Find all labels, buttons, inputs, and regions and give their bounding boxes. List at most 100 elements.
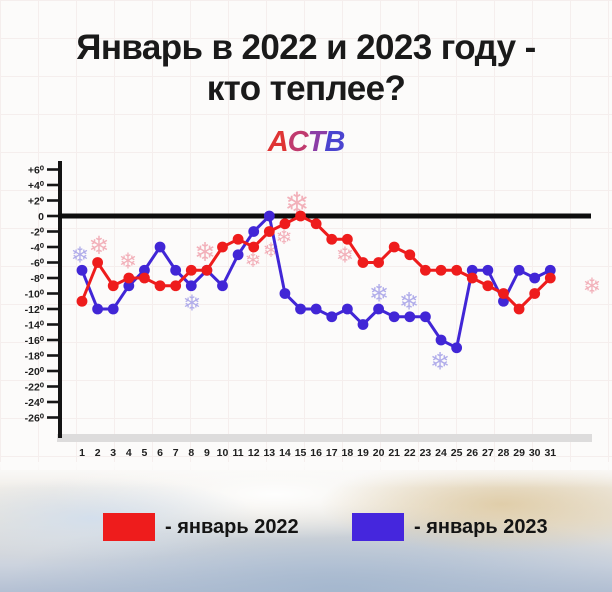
x-tick-label: 21 bbox=[388, 447, 400, 459]
y-tick-label: -8⁰ bbox=[30, 273, 44, 285]
x-tick-label: 5 bbox=[142, 447, 148, 459]
data-point-day-7 bbox=[170, 264, 182, 276]
x-tick-label: 20 bbox=[373, 447, 385, 459]
data-point-day-19 bbox=[357, 319, 369, 330]
x-tick-label: 19 bbox=[357, 447, 369, 459]
x-tick-label: 18 bbox=[342, 447, 354, 459]
y-tick-label: -10⁰ bbox=[25, 288, 45, 300]
data-point-day-21 bbox=[388, 311, 400, 323]
data-point-day-4 bbox=[123, 272, 135, 284]
y-tick-label: -26⁰ bbox=[25, 412, 45, 424]
x-tick-label: 2 bbox=[95, 447, 101, 459]
x-tick-label: 31 bbox=[544, 447, 556, 459]
data-point-day-12 bbox=[248, 241, 260, 253]
data-point-day-10 bbox=[217, 241, 228, 253]
page-title: Январь в 2022 и 2023 году - кто теплее? bbox=[0, 28, 612, 110]
x-axis: 1 2 3 4 5 6 7 8 9 10 11 12 13 14 15 16 17 18 19 20 21 22 23 24 2… bbox=[79, 447, 556, 459]
data-point-day-1 bbox=[76, 295, 88, 307]
data-point-day-29 bbox=[513, 264, 525, 276]
data-point-day-28 bbox=[498, 288, 509, 299]
legend-swatch-2022 bbox=[103, 513, 155, 541]
astv-logo-letter: С bbox=[287, 126, 309, 158]
astv-logo: АСТВ bbox=[0, 126, 612, 159]
data-point-day-13 bbox=[263, 210, 275, 222]
x-tick-label: 16 bbox=[310, 447, 322, 459]
data-point-day-3 bbox=[107, 303, 119, 315]
data-point-day-17 bbox=[326, 233, 338, 245]
data-point-day-11 bbox=[232, 233, 244, 245]
y-tick-label: -4⁰ bbox=[30, 242, 44, 254]
page-title-line2: кто теплее? bbox=[206, 68, 406, 108]
data-point-day-20 bbox=[373, 303, 384, 315]
snowflake-icon: ❄ bbox=[399, 289, 419, 316]
x-tick-label: 28 bbox=[498, 447, 510, 459]
data-point-day-25 bbox=[451, 342, 463, 354]
data-point-day-29 bbox=[513, 303, 525, 315]
data-point-day-2 bbox=[92, 303, 104, 315]
data-point-day-28 bbox=[498, 295, 509, 307]
y-tick-label: -14⁰ bbox=[25, 319, 45, 331]
y-axis: +6⁰ +4⁰ +2⁰ 0 -2⁰ -4⁰ -6⁰ -8⁰ -10⁰ -12⁰ -14⁰ -16⁰ -1… bbox=[25, 164, 60, 424]
y-tick-label: -18⁰ bbox=[25, 350, 45, 362]
data-point-day-13 bbox=[263, 226, 275, 237]
data-point-day-24 bbox=[435, 264, 447, 276]
snowflake-icon: ❄ bbox=[119, 249, 137, 274]
x-tick-label: 14 bbox=[279, 447, 291, 459]
data-point-day-5 bbox=[139, 272, 150, 284]
photo-fade bbox=[0, 462, 612, 488]
data-point-day-17 bbox=[326, 311, 338, 323]
data-point-day-5 bbox=[139, 264, 150, 276]
data-point-day-31 bbox=[544, 264, 556, 276]
x-axis-band bbox=[57, 434, 592, 442]
snowflake-icon: ❄ bbox=[336, 243, 354, 268]
legend-item-2023: - январь 2023 bbox=[352, 512, 548, 542]
y-tick-label: -24⁰ bbox=[25, 397, 45, 409]
x-tick-label: 1 bbox=[79, 447, 85, 459]
data-point-day-22 bbox=[404, 249, 416, 261]
x-tick-label: 24 bbox=[435, 447, 447, 459]
x-tick-label: 7 bbox=[173, 447, 179, 459]
data-point-day-27 bbox=[482, 280, 494, 292]
x-tick-label: 22 bbox=[404, 447, 416, 459]
x-tick-label: 25 bbox=[451, 447, 463, 459]
x-tick-label: 17 bbox=[326, 447, 338, 459]
data-point-day-10 bbox=[217, 280, 228, 292]
x-tick-label: 15 bbox=[295, 447, 307, 459]
data-point-day-19 bbox=[357, 257, 369, 268]
y-tick-label: -6⁰ bbox=[30, 257, 44, 269]
y-tick-label: -22⁰ bbox=[25, 381, 45, 393]
y-tick-label: +4⁰ bbox=[28, 180, 45, 192]
data-point-day-15 bbox=[295, 303, 306, 315]
y-tick-label: -20⁰ bbox=[25, 366, 45, 378]
data-point-day-23 bbox=[420, 311, 431, 323]
astv-logo-letter: В bbox=[324, 126, 345, 158]
legend-item-2022: - январь 2022 bbox=[103, 512, 299, 542]
data-point-day-22 bbox=[404, 311, 416, 323]
x-tick-label: 23 bbox=[420, 447, 432, 459]
data-point-day-2 bbox=[92, 257, 104, 268]
data-point-day-16 bbox=[310, 218, 322, 230]
data-point-day-8 bbox=[185, 280, 197, 292]
data-point-day-12 bbox=[248, 226, 260, 237]
data-point-day-15 bbox=[295, 210, 306, 222]
snowflake-icon: ❄ bbox=[71, 243, 89, 268]
x-tick-label: 13 bbox=[263, 447, 275, 459]
x-tick-label: 12 bbox=[248, 447, 260, 459]
legend-swatch-2023 bbox=[352, 513, 404, 541]
astv-logo-letter: Т bbox=[307, 126, 326, 158]
data-point-day-6 bbox=[154, 280, 166, 292]
chart-legend: - январь 2022 - январь 2023 bbox=[0, 512, 612, 546]
data-point-day-25 bbox=[451, 264, 463, 276]
x-tick-label: 26 bbox=[466, 447, 478, 459]
data-point-day-14 bbox=[279, 288, 291, 299]
astv-logo-letter: А bbox=[267, 126, 289, 158]
x-tick-label: 29 bbox=[513, 447, 525, 459]
y-tick-label: -2⁰ bbox=[30, 226, 44, 238]
y-tick-label: +2⁰ bbox=[28, 195, 45, 207]
data-point-day-30 bbox=[529, 288, 541, 299]
x-tick-label: 30 bbox=[529, 447, 541, 459]
data-point-day-4 bbox=[123, 280, 135, 292]
data-point-day-30 bbox=[529, 272, 541, 284]
data-point-day-8 bbox=[185, 264, 197, 276]
